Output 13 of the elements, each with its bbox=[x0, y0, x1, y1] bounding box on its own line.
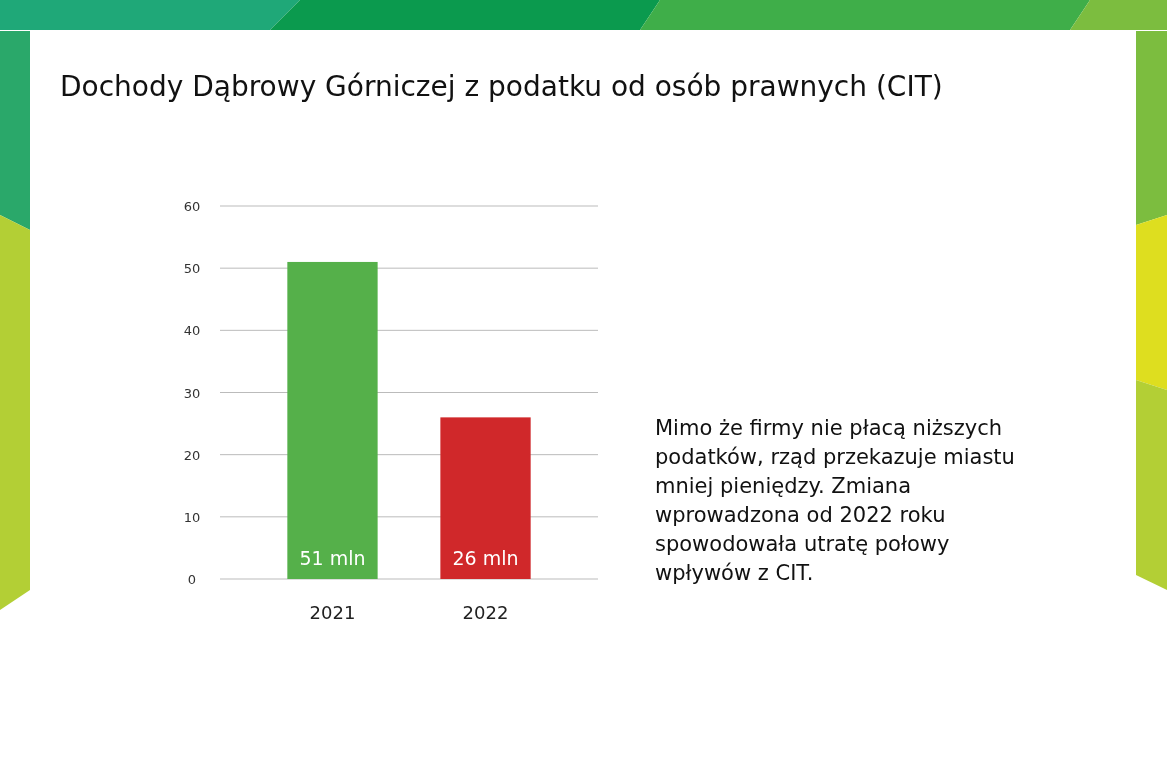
x-tick-label: 2022 bbox=[462, 602, 509, 623]
chart-title: Dochody Dąbrowy Górniczej z podatku od osób prawnych (CIT) bbox=[60, 70, 943, 103]
y-tick-label: 10 bbox=[183, 509, 201, 525]
data-label: 26 mln bbox=[452, 547, 519, 569]
text: Mimo że firmy nie płacą niższych podatków, rząd przekazuje miastu mniej pieniędzy. Zmiana wprowadzona od 2022 roku spowodowała utratę połowy wpływów z CIT. bbox=[655, 415, 1016, 587]
y-tick-label: 0 bbox=[187, 572, 197, 587]
x-tick-label: 2021 bbox=[309, 602, 356, 623]
y-tick-label: 60 bbox=[183, 199, 201, 214]
y-tick-label: 40 bbox=[183, 323, 201, 339]
data-label: 51 mln bbox=[299, 547, 366, 569]
y-tick-label: 30 bbox=[183, 385, 201, 401]
y-tick-label: 50 bbox=[183, 261, 201, 277]
y-tick-label: 20 bbox=[183, 447, 201, 463]
